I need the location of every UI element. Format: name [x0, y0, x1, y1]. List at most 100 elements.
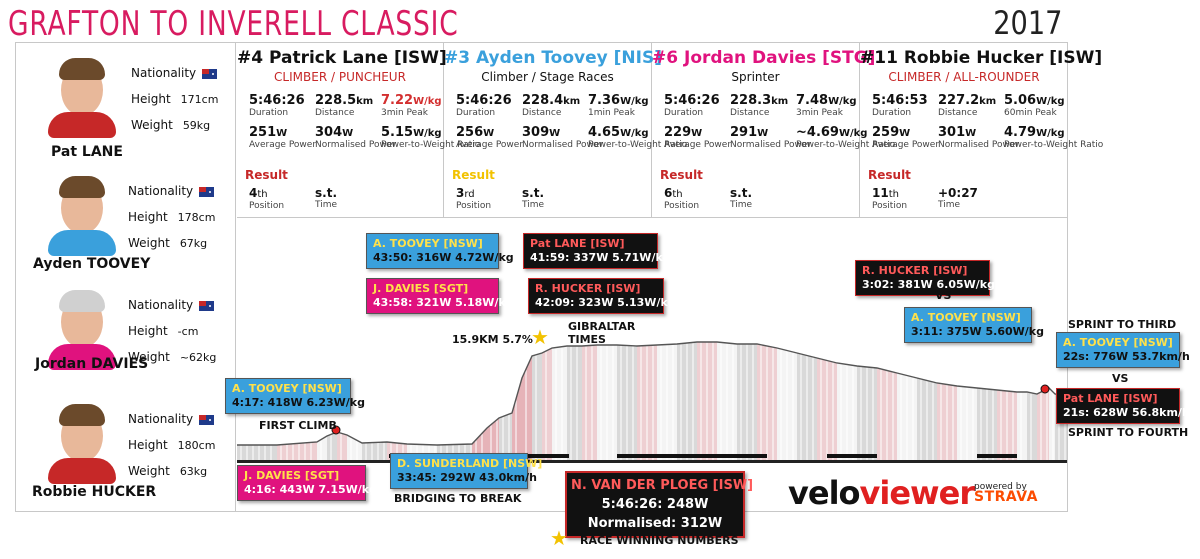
segment-stat: 21s: 628W 56.8km/h	[1063, 406, 1190, 419]
position-suffix: rd	[464, 189, 475, 200]
elevation-segment	[1027, 392, 1037, 460]
rider-profile: Pat LANE Nationality Height 171cm Weight 59kg	[15, 42, 236, 160]
elevation-segment	[567, 346, 582, 460]
norm-power-stat-part: 291	[730, 125, 758, 140]
norm-power-stat-label: Normalised Power	[938, 140, 1020, 150]
distance-stat-value: 228.4km	[522, 94, 580, 107]
duration-stat-label: Duration	[249, 108, 289, 118]
elevation-segment	[487, 418, 499, 460]
avg-power-stat: 251W Average Power	[249, 126, 316, 150]
segment-rider: A. TOOVEY [NSW]	[232, 382, 342, 395]
duration-stat: 5:46:53 Duration	[872, 94, 928, 118]
power-weight-stat-part: W/kg	[620, 128, 649, 139]
time-stat: s.t. Time	[315, 187, 337, 210]
rider-name: Jordan DAVIES	[35, 356, 148, 372]
segment-stat: 43:50: 316W 4.72W/kg	[373, 251, 514, 264]
rider-card-role: Climber / Stage Races	[481, 70, 614, 84]
peak-stat-value: 5.06W/kg	[1004, 94, 1065, 107]
first-climb-label: FIRST CLIMB	[259, 419, 337, 432]
rider-card: #3 Ayden Toovey [NIS] Climber / Stage Rac…	[444, 42, 687, 218]
segment-box: A. TOOVEY [NSW] 3:11: 375W 5.60W/kg	[904, 307, 1044, 343]
duration-stat-label: Duration	[664, 108, 704, 118]
sprint-fourth-label: SPRINT TO FOURTH	[1068, 426, 1189, 439]
norm-power-stat-part: 309	[522, 125, 550, 140]
segment-box: Pat LANE [ISW] 21s: 628W 56.8km/h	[1056, 388, 1190, 424]
climb-stat-label: 15.9KM 5.7%	[452, 333, 533, 346]
avg-power-stat-label: Average Power	[872, 140, 940, 150]
sprint-dot	[1040, 384, 1050, 394]
avg-power-stat: 256W Average Power	[456, 126, 523, 150]
peak-stat-part: W/kg	[828, 96, 857, 107]
weight-row: Weight 59kg	[131, 118, 210, 132]
duration-stat-label: Duration	[456, 108, 496, 118]
distance-stat-part: 228.3	[730, 93, 772, 108]
norm-power-stat-part: W	[757, 128, 769, 139]
power-weight-stat: 5.15W/kg Power-to-Weight Ratio	[381, 126, 480, 150]
rider-card-role: Sprinter	[731, 70, 780, 84]
peak-stat-part: W/kg	[413, 96, 442, 107]
weight-row: Weight ~62kg	[128, 350, 216, 364]
rider-jersey	[48, 458, 116, 484]
segment-marker	[977, 454, 1017, 458]
rider-card-role: CLIMBER / ALL-ROUNDER	[888, 70, 1040, 84]
peak-stat-label: 3min Peak	[796, 108, 843, 118]
power-weight-stat-part: 4.65	[588, 125, 621, 140]
time-value: +0:27	[938, 186, 978, 200]
nationality-label: Nationality	[128, 184, 194, 198]
height-row: Height 171cm	[131, 92, 218, 106]
veloviewer-logo: veloviewer	[788, 474, 975, 512]
elevation-segment	[1017, 392, 1027, 460]
avg-power-stat-part: 251	[249, 125, 277, 140]
peak-stat-part: 7.22	[381, 93, 414, 108]
position-label: Position	[664, 201, 700, 211]
peak-stat: 5.06W/kg 60min Peak	[1004, 94, 1065, 118]
segment-rider: A. TOOVEY [NSW]	[1063, 336, 1173, 349]
norm-power-stat-part: W	[965, 128, 977, 139]
power-weight-stat: 4.65W/kg Power-to-Weight Ratio	[588, 126, 687, 150]
elevation-segment	[582, 345, 597, 460]
avg-power-stat: 259W Average Power	[872, 126, 939, 150]
weight-value: ~62kg	[179, 351, 217, 364]
star-icon: ★	[550, 526, 568, 550]
position-value: 3rd	[456, 187, 491, 200]
segment-box: A. TOOVEY [NSW] 43:50: 316W 4.72W/kg	[366, 233, 514, 269]
position-stat: 6th Position	[664, 187, 699, 211]
norm-power-stat-part: W	[549, 128, 561, 139]
rider-jersey	[48, 230, 116, 256]
weight-label: Weight	[128, 350, 170, 364]
rider-first-name: Jordan	[35, 356, 87, 372]
height-label: Height	[128, 210, 168, 224]
distance-stat-label: Distance	[315, 108, 355, 118]
bridging-label: BRIDGING TO BREAK	[394, 492, 522, 505]
duration-stat: 5:46:26 Duration	[249, 94, 305, 118]
norm-power-stat: 309W Normalised Power	[522, 126, 603, 150]
norm-power-stat-value: 309W	[522, 126, 603, 139]
weight-label: Weight	[128, 464, 170, 478]
peak-stat: 7.22W/kg 3min Peak	[381, 94, 442, 118]
segment-box: D. SUNDERLAND [NSW] 33:45: 292W 43.0km/h	[390, 453, 542, 489]
distance-stat: 227.2km Distance	[938, 94, 996, 118]
position-label: Position	[872, 201, 908, 211]
result-heading: Result	[245, 168, 288, 182]
power-weight-stat-label: Power-to-Weight Ratio	[588, 140, 688, 150]
australia-flag-icon	[199, 300, 215, 311]
norm-power-stat-label: Normalised Power	[522, 140, 604, 150]
nationality-label: Nationality	[131, 66, 197, 80]
winning-numbers-label: RACE WINNING NUMBERS	[580, 534, 739, 547]
australia-flag-icon	[199, 414, 215, 425]
segment-stat: 4:17: 418W 6.23W/kg	[232, 396, 365, 409]
power-weight-stat-part: ~4.69	[796, 125, 839, 140]
position-number: 6	[664, 186, 673, 200]
time-label: Time	[938, 200, 961, 210]
height-value: 178cm	[177, 211, 216, 224]
rider-profile: Ayden TOOVEY Nationality Height 178cm Weight…	[15, 160, 236, 275]
rider-profile: Robbie HUCKER Nationality Height 180cm Weigh…	[15, 388, 236, 503]
power-weight-stat-part: W/kg	[1036, 128, 1065, 139]
power-weight-stat-part: 5.15	[381, 125, 414, 140]
nationality-label: Nationality	[128, 412, 194, 426]
rider-card: #4 Patrick Lane [ISW] CLIMBER / PUNCHEUR 5…	[237, 42, 480, 218]
norm-power-stat-value: 301W	[938, 126, 1019, 139]
peak-stat-part: W/kg	[1036, 96, 1065, 107]
nationality-label: Nationality	[128, 298, 194, 312]
australia-flag-icon	[202, 68, 218, 79]
